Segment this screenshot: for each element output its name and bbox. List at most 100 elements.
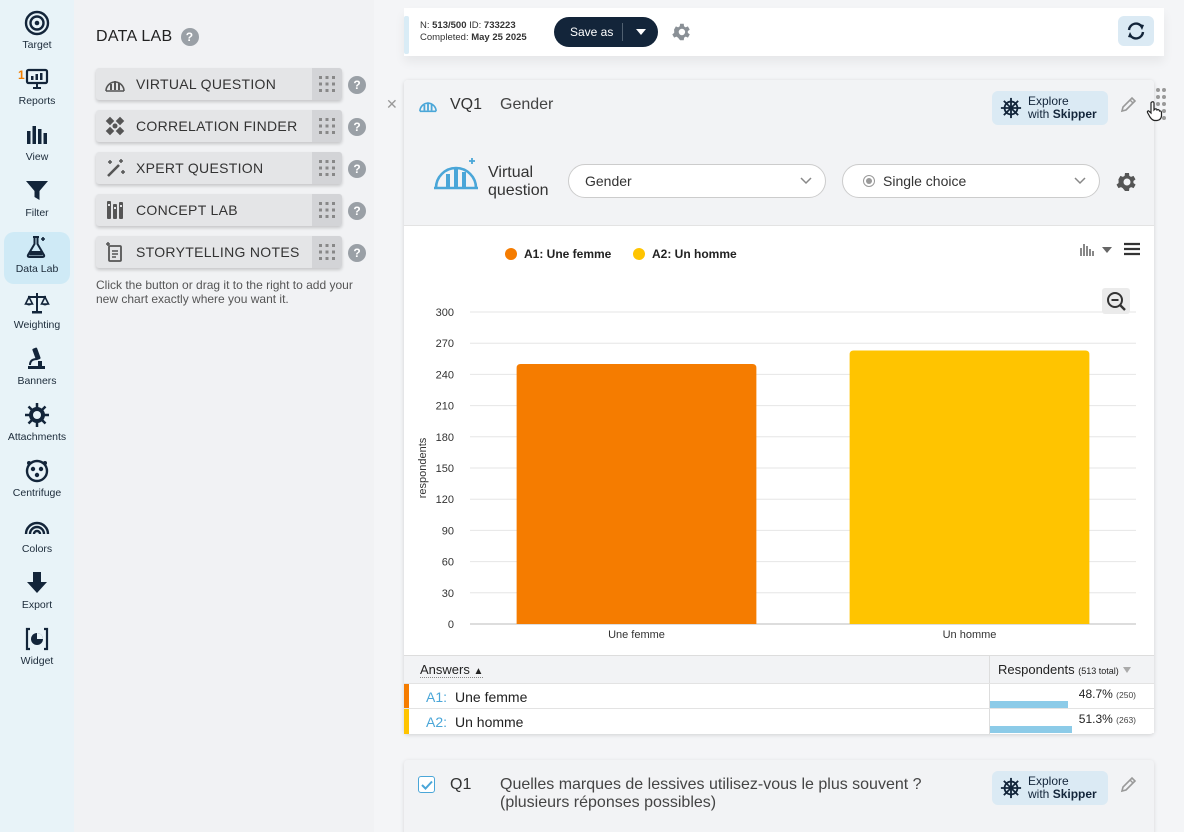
card-header: VQ1 Gender Explore with Skipper [404,80,1166,132]
question-select[interactable]: Gender [568,164,826,198]
answer-code: A2: [426,714,448,730]
rail-item-reports[interactable]: 1 Reports [4,64,70,116]
rail-item-view[interactable]: View [4,120,70,172]
export-arrow-icon [27,572,47,593]
question-title[interactable]: Quelles marques de lessives utilisez-vou… [500,776,960,812]
help-icon[interactable]: ? [348,202,366,220]
question-title-line2: (plusieurs réponses possibles) [500,794,717,811]
rail-label: Reports [18,95,56,107]
pencil-icon[interactable] [1120,775,1138,798]
tool-virtual-question[interactable]: VIRTUAL QUESTION [96,68,342,100]
help-icon[interactable]: ? [348,244,366,262]
rail-item-target[interactable]: Target [4,8,70,60]
bar-un-homme [849,350,1090,624]
radio-icon [863,175,875,187]
drag-grip-icon[interactable] [312,236,342,268]
caret-down-icon[interactable] [623,28,658,36]
pct-value: 48.7% [1078,687,1113,701]
panel-title-text: DATA LAB [96,28,173,45]
legend-entry: A1: Une femme [524,247,612,261]
save-as-label: Save as [570,25,614,39]
flask-icon [26,236,46,258]
microscope-icon [28,347,45,369]
notes-icon [106,242,122,262]
help-icon[interactable]: ? [180,28,199,46]
rail-label: View [25,151,49,163]
topbar-accent [404,16,409,54]
tool-label: CORRELATION FINDER [136,118,298,134]
tool-xpert-question[interactable]: XPERT QUESTION [96,152,342,184]
magic-wand-icon [107,159,125,177]
pencil-icon[interactable] [1120,95,1138,118]
tool-correlation-finder[interactable]: CORRELATION FINDER [96,110,342,142]
rail-item-colors[interactable]: Colors [4,512,70,564]
reports-icon [25,68,49,89]
rail-label: Centrifuge [12,487,62,499]
drag-grip-icon[interactable] [312,194,342,226]
tool-concept-lab[interactable]: CONCEPT LAB [96,194,342,226]
drag-grip-icon[interactable] [312,152,342,184]
id-label: ID: [469,20,482,31]
vq-label-line2: question [488,182,549,199]
pct-value: 51.3% [1078,712,1113,726]
rail-label: Weighting [13,319,61,331]
vq-label-line1: Virtual [488,164,534,181]
save-as-divider [622,23,623,41]
help-icon[interactable]: ? [348,118,366,136]
target-icon [24,10,50,36]
virtual-question-icon [105,81,125,92]
hand-cursor-icon [1146,101,1163,122]
respondents-column-header[interactable]: Respondents (513 total) [989,656,1132,684]
icon-rail: Target 1 Reports View Filter Data Lab We… [0,0,74,832]
question-title[interactable]: Gender [500,96,554,113]
help-icon[interactable]: ? [348,76,366,94]
rail-item-export[interactable]: Export [4,568,70,620]
rail-item-centrifuge[interactable]: Centrifuge [4,456,70,508]
gear-icon[interactable] [670,21,692,48]
rail-label: Export [21,599,53,611]
answer-row[interactable]: A1: Une femme 48.7% (250) [404,683,1154,709]
zoom-out-icon [1107,292,1123,308]
explore-with-skipper-button[interactable]: Explore with Skipper [992,771,1108,805]
y-tick-label: 120 [436,494,454,506]
refresh-button[interactable] [1118,16,1154,46]
bar-chart: 0 30 60 90 120 150 180 210 240 270 300 respondents U… [417,242,1140,641]
data-lab-panel: DATA LAB ? VIRTUAL QUESTION ? CORRELATIO… [74,0,374,832]
n-label: N: [420,20,430,31]
rail-item-attachments[interactable]: Attachments [4,400,70,452]
answer-code: A1: [426,689,448,705]
rail-item-data-lab[interactable]: Data Lab [4,232,70,284]
question-checkbox[interactable] [418,776,435,793]
type-select[interactable]: Single choice [842,164,1100,198]
ship-wheel-icon [1000,777,1022,799]
drag-grip-icon[interactable] [312,68,342,100]
x-tick-label: Un homme [943,629,997,641]
widget-icon [25,627,49,651]
answer-row[interactable]: A2: Un homme 51.3% (263) [404,708,1154,734]
chart-type-caret-icon [1102,247,1112,253]
answers-column-header[interactable]: Answers ▲ [420,662,484,678]
gear-icon[interactable] [1114,170,1138,199]
id-value: 733223 [483,20,516,31]
rail-item-weighting[interactable]: Weighting [4,288,70,340]
save-as-button[interactable]: Save as [554,17,658,47]
rail-item-banners[interactable]: Banners [4,344,70,396]
legend-swatch [505,248,517,260]
question-card-vq1: VQ1 Gender Explore with Skipper Virtual … [404,80,1166,734]
zoom-out-handle [1119,304,1126,311]
y-tick-label: 0 [448,619,454,631]
help-icon[interactable]: ? [348,160,366,178]
panel-hint: Click the button or drag it to the right… [96,278,353,306]
y-tick-label: 240 [436,369,454,381]
virtual-question-large-icon [434,158,478,190]
explore-with-skipper-button[interactable]: Explore with Skipper [992,91,1108,125]
rail-item-widget[interactable]: Widget [4,624,70,676]
explore-text: Explore with Skipper [1028,95,1097,121]
close-card-icon[interactable]: ✕ [386,96,398,112]
answers-header-label: Answers [420,662,470,677]
tool-storytelling-notes[interactable]: STORYTELLING NOTES [96,236,342,268]
rail-item-filter[interactable]: Filter [4,176,70,228]
rail-label: Widget [20,655,54,667]
drag-grip-icon[interactable] [312,110,342,142]
y-tick-label: 150 [436,463,454,475]
